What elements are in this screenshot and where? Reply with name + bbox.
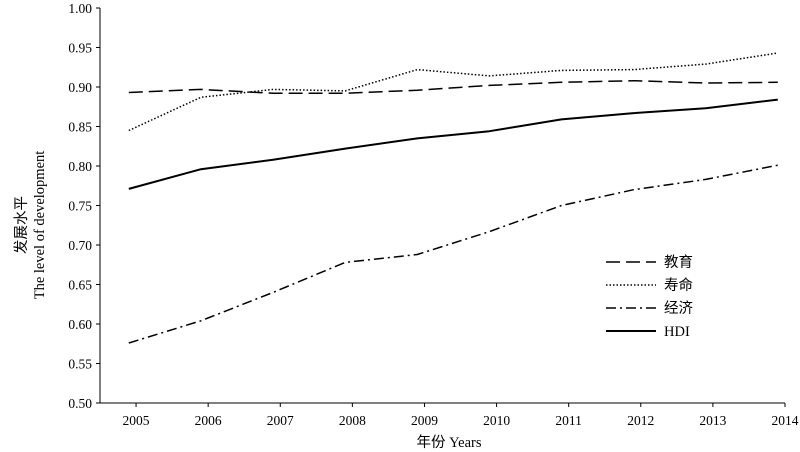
y-axis-title: 发展水平 The level of development [13, 151, 48, 300]
y-axis-ticks: 0.50 0.55 0.60 0.65 0.70 0.75 0.80 0.85 0.90 0.95… [68, 1, 100, 411]
y-tick-label: 0.95 [68, 41, 92, 56]
x-axis-title: 年份 Years [417, 434, 482, 451]
x-tick-label: 2008 [339, 413, 366, 428]
y-tick-label: 0.55 [68, 357, 92, 372]
x-tick-label: 2012 [627, 413, 654, 428]
legend-label-2: 经济 [664, 300, 693, 317]
y-axis-title-cn: 发展水平 [13, 196, 30, 254]
series-line-2 [128, 164, 778, 344]
x-tick-label: 2013 [699, 413, 726, 428]
y-tick-label: 0.90 [68, 80, 92, 95]
y-tick-label: 0.80 [68, 159, 92, 174]
y-tick-label: 1.00 [68, 1, 92, 16]
y-tick-label: 0.65 [68, 278, 92, 293]
x-tick-label: 2011 [555, 413, 582, 428]
y-axis-title-en: The level of development [32, 151, 48, 300]
y-tick-label: 0.50 [68, 396, 92, 411]
x-tick-label: 2007 [267, 413, 294, 428]
x-tick-label: 2009 [411, 413, 438, 428]
y-tick-label: 0.60 [68, 317, 92, 332]
y-tick-label: 0.75 [68, 199, 92, 214]
x-tick-label: 2010 [483, 413, 510, 428]
y-tick-label: 0.70 [68, 238, 92, 253]
y-tick-label: 0.85 [68, 120, 92, 135]
series-lines [128, 52, 778, 344]
legend-label-3: HDI [664, 324, 690, 340]
legend-label-0: 教育 [664, 254, 693, 271]
x-tick-label: 2005 [123, 413, 150, 428]
series-line-3 [128, 98, 778, 190]
series-line-0 [128, 79, 778, 95]
legend-label-1: 寿命 [664, 276, 693, 294]
x-tick-label: 2014 [772, 413, 799, 428]
x-axis-ticks: 2005 2006 2007 2008 2009 2010 2011 2012 2013 2014 [123, 403, 799, 428]
series-line-1 [128, 52, 778, 132]
x-tick-label: 2006 [195, 413, 222, 428]
axes [99, 8, 785, 404]
